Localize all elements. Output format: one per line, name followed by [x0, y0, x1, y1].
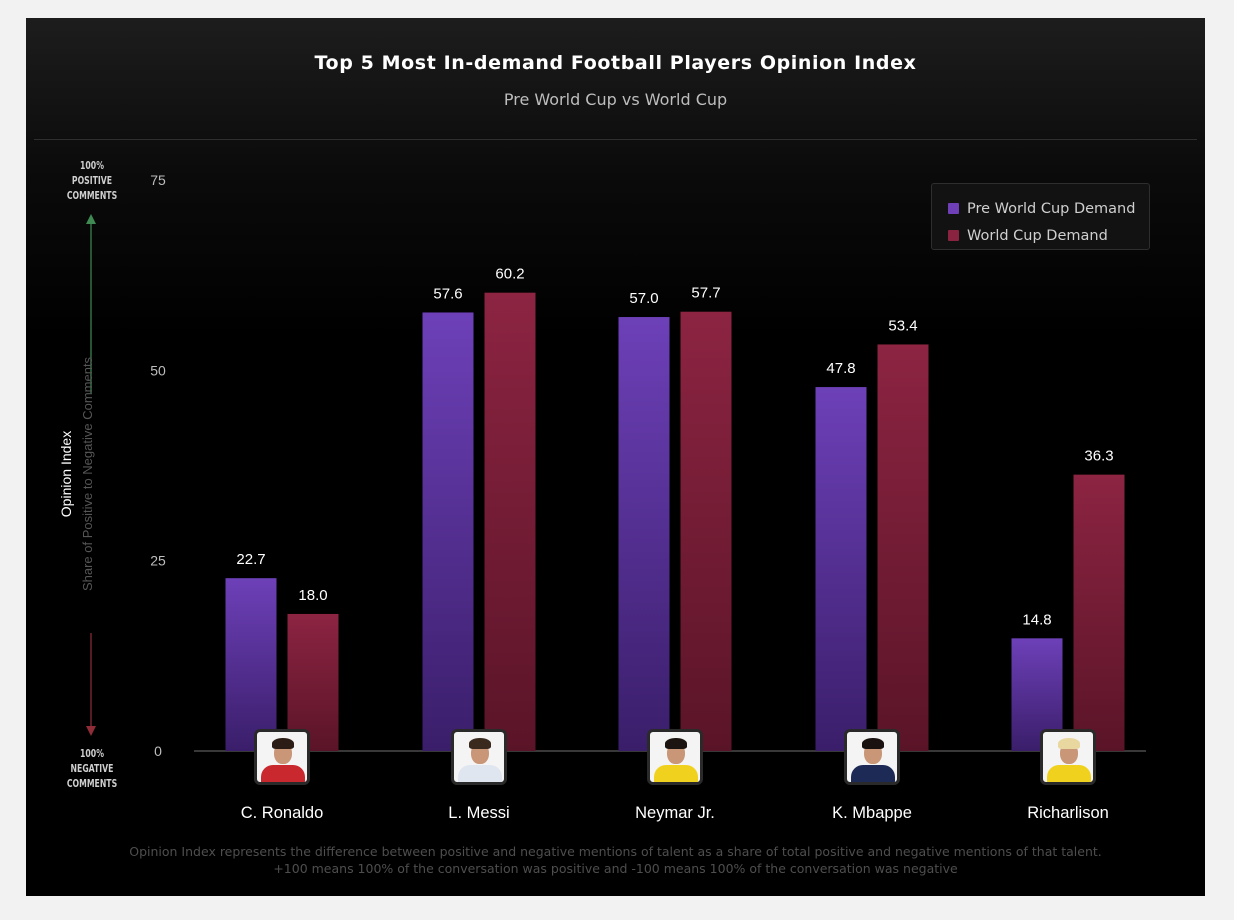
player-avatar: [1040, 729, 1096, 785]
bar-value-label: 18.0: [298, 587, 327, 604]
player-shirt: [851, 765, 895, 782]
negative-comments-note: 100% NEGATIVE COMMENTS: [59, 747, 125, 792]
note-line: COMMENTS: [66, 190, 118, 202]
footnote-line-2: +100 means 100% of the conversation was …: [273, 861, 958, 876]
note-line: POSITIVE: [71, 175, 113, 187]
x-tick-label: K. Mbappe: [832, 804, 912, 822]
legend-swatch-pre: [948, 203, 959, 214]
note-line: COMMENTS: [66, 778, 118, 790]
bar-value-label: 57.6: [433, 285, 462, 302]
player-shirt: [1047, 765, 1091, 782]
legend-swatch-wc: [948, 230, 959, 241]
positive-arrow-head: [86, 214, 96, 224]
x-tick-label: Neymar Jr.: [635, 804, 715, 822]
chart-card: Top 5 Most In-demand Football Players Op…: [26, 18, 1205, 896]
negative-arrow-head: [86, 726, 96, 736]
player-hair: [469, 738, 491, 749]
player-hair: [665, 738, 687, 749]
note-line: 100%: [80, 160, 104, 172]
bar-value-label: 36.3: [1084, 448, 1113, 465]
player-shirt: [458, 765, 502, 782]
legend-label-wc: World Cup Demand: [967, 227, 1108, 244]
y-axis-label: Opinion Index: [58, 431, 74, 517]
bar-world-cup: [484, 292, 536, 751]
legend-label-pre: Pre World Cup Demand: [967, 200, 1136, 217]
player-avatar: [451, 729, 507, 785]
negative-note-text: 100% NEGATIVE COMMENTS: [59, 747, 125, 792]
footnote: Opinion Index represents the difference …: [26, 843, 1205, 877]
chart-subtitle: Pre World Cup vs World Cup: [503, 90, 728, 109]
chart-legend: Pre World Cup Demand World Cup Demand: [931, 183, 1150, 250]
legend-item-world-cup: World Cup Demand: [948, 222, 1149, 249]
chart-title: Top 5 Most In-demand Football Players Op…: [314, 52, 917, 74]
bar-value-label: 47.8: [826, 360, 855, 377]
bar-world-cup: [1073, 474, 1125, 751]
player-hair: [1058, 738, 1080, 749]
player-shirt: [261, 765, 305, 782]
bar-pre-world-cup: [618, 317, 670, 751]
player-hair: [272, 738, 294, 749]
bar-pre-world-cup: [422, 312, 474, 751]
player-avatar: [844, 729, 900, 785]
player-hair: [862, 738, 884, 749]
note-line: 100%: [80, 748, 104, 760]
bar-world-cup: [877, 344, 929, 751]
x-tick-label: C. Ronaldo: [241, 804, 324, 822]
player-shirt: [654, 765, 698, 782]
legend-item-pre-world-cup: Pre World Cup Demand: [948, 195, 1149, 222]
bar-value-label: 22.7: [236, 551, 265, 568]
player-avatar: [254, 729, 310, 785]
y-tick-label: 75: [150, 172, 166, 188]
bar-pre-world-cup: [815, 387, 867, 751]
bar-chart: Share of Positive to Negative Comments O…: [58, 172, 1146, 822]
x-tick-label: Richarlison: [1027, 804, 1109, 822]
bar-pre-world-cup: [225, 578, 277, 751]
y-axis-sublabel: Share of Positive to Negative Comments: [80, 356, 95, 591]
y-tick-label: 25: [150, 553, 166, 569]
positive-comments-note: 100% POSITIVE COMMENTS: [59, 159, 125, 204]
bar-value-label: 60.2: [495, 266, 524, 283]
header-divider: [34, 139, 1197, 140]
bar-value-label: 57.7: [691, 285, 720, 302]
bar-value-label: 14.8: [1022, 611, 1051, 628]
player-avatar: [647, 729, 703, 785]
y-tick-label: 0: [154, 743, 162, 759]
x-tick-label: L. Messi: [448, 804, 509, 822]
footnote-line-1: Opinion Index represents the difference …: [129, 844, 1102, 859]
bar-world-cup: [287, 613, 339, 751]
bar-value-label: 57.0: [629, 290, 658, 307]
bar-value-label: 53.4: [888, 317, 917, 334]
y-tick-label: 50: [150, 362, 166, 378]
bar-world-cup: [680, 311, 732, 751]
positive-note-text: 100% POSITIVE COMMENTS: [59, 159, 125, 204]
plot-area: 0 25 50 75 22.7 18.0 C. Ronaldo 57.6 60.2 L. Mess…: [150, 172, 1146, 822]
note-line: NEGATIVE: [70, 763, 114, 775]
